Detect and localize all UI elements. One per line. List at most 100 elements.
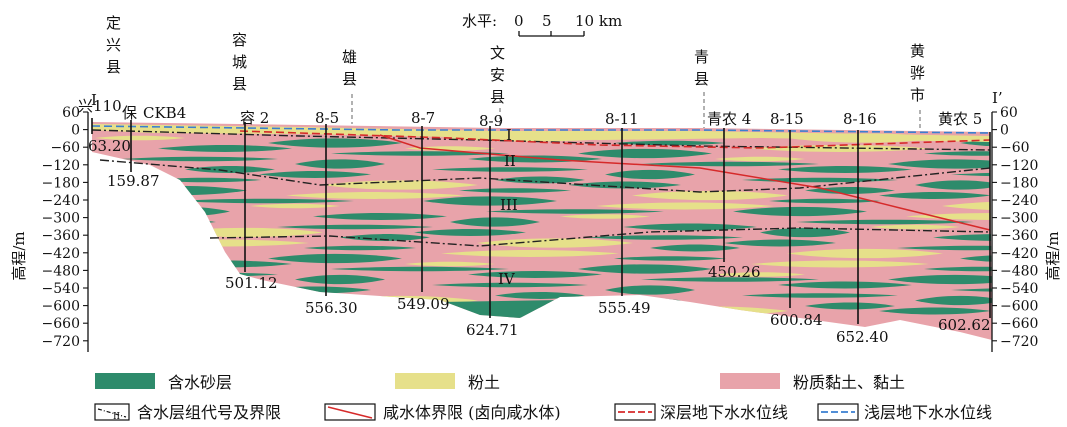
group-II: II: [504, 152, 516, 170]
sand-lens: [915, 180, 992, 190]
legend-swatch-deep: [614, 403, 656, 421]
depth-501: 501.12: [225, 274, 278, 292]
silt-lens: [632, 190, 788, 201]
sand-lens: [432, 167, 588, 172]
depth-556: 556.30: [305, 299, 358, 317]
axis-tick-label: −600: [1000, 299, 1038, 315]
sand-lens: [122, 156, 278, 162]
scale-tick-5: 5: [542, 12, 552, 30]
legend-label-shallow: 浅层地下水水位线: [864, 403, 992, 422]
legend: 含水砂层 粉土 粉质黏土、黏土 II 含水层组代号及界限 咸水体界限 (卤向咸水…: [94, 373, 992, 422]
depth-450: 450.26: [708, 263, 761, 281]
sand-lens: [340, 234, 430, 241]
well-label-8-7: 8-7: [411, 109, 435, 127]
sand-lens: [295, 159, 385, 169]
sand-lens: [888, 274, 992, 285]
sand-lens: [614, 256, 726, 261]
sand-lens: [578, 264, 712, 274]
sand-lens: [468, 271, 602, 278]
sand-lens: [805, 187, 895, 194]
sand-lens: [879, 307, 991, 315]
sand-lens: [641, 277, 819, 282]
legend-swatch-silt: [395, 373, 455, 389]
place-xiong-1: 雄: [342, 48, 357, 66]
sand-lens: [104, 218, 216, 226]
sand-lens: [587, 235, 743, 240]
depth-549: 549.09: [397, 295, 450, 313]
axis-tick-label: 60: [62, 105, 80, 121]
place-names: 定 兴 县 容 城 县 雄 县 文 安 县 青 县 黄 骅 市: [106, 14, 925, 106]
well-label-8-9: 8-9: [479, 112, 503, 130]
place-huanghua-3: 市: [910, 86, 925, 104]
legend-label-silt: 粉土: [468, 373, 500, 392]
sand-lens: [933, 234, 992, 241]
sand-lens: [495, 176, 585, 184]
sand-lens: [185, 166, 275, 173]
axis-tick-label: −360: [42, 228, 80, 244]
sand-lens: [277, 224, 433, 230]
silt-lens: [477, 238, 633, 248]
axis-tick-label: −600: [42, 299, 80, 315]
axis-tick-label: −480: [42, 263, 80, 279]
sand-lens: [879, 192, 991, 199]
place-leaders: [351, 92, 921, 130]
axis-tick-label: −360: [1000, 228, 1038, 244]
place-xiong-2: 县: [342, 70, 357, 88]
place-rongcheng-2: 城: [232, 53, 247, 71]
silt-lens: [751, 260, 929, 268]
section-mark-right: I’: [992, 89, 1003, 107]
depth-63: 63.20: [88, 137, 131, 155]
legend-swatch-clay: [720, 373, 780, 389]
sand-lens: [960, 255, 992, 262]
sand-lens: [760, 227, 850, 238]
legend-label-deep: 深层地下水水位线: [660, 403, 788, 422]
place-rongcheng-1: 容: [232, 31, 247, 49]
sand-lens: [459, 188, 571, 193]
depth-602: 602.62: [938, 316, 991, 334]
left-axis: 60 0−60 −120−180 −240 −300−360 −420−480 −540 −6…: [10, 105, 89, 352]
silt-lens: [870, 224, 960, 230]
sand-lens: [724, 239, 836, 247]
sand-lens: [486, 209, 664, 214]
place-huanghua-1: 黄: [910, 42, 925, 60]
right-axis: 60 0−60 −120−180 −240 −300−360 −420−480 −540 −6…: [991, 105, 1062, 352]
axis-tick-label: −60: [1000, 140, 1030, 156]
depth-555: 555.49: [598, 299, 651, 317]
depth-624: 624.71: [466, 321, 519, 339]
sand-lens: [578, 148, 712, 159]
place-qing-2: 县: [694, 70, 709, 88]
axis-tick-label: −300: [1000, 211, 1038, 227]
boreholes: [91, 118, 991, 324]
shallow-water-line: [91, 125, 991, 134]
sand-lens: [796, 219, 974, 225]
silt-lens: [715, 272, 805, 277]
axis-tick-label: −300: [42, 211, 80, 227]
silt-lens: [441, 250, 619, 257]
sand-lens: [805, 302, 895, 310]
well-label-8-15: 8-15: [770, 110, 804, 128]
axis-tick-label: −540: [42, 281, 80, 297]
scale-bar: 水平: 0 5 10 km: [462, 12, 622, 37]
well-label-8-11: 8-11: [605, 110, 639, 128]
legend-swatch-shallow: [817, 403, 859, 421]
sand-lens: [268, 253, 402, 264]
axis-tick-label: 60: [1000, 105, 1018, 121]
well-label-ckb4: CKB4: [143, 104, 186, 122]
legend-label-saline: 咸水体界限 (卤向咸水体): [383, 403, 561, 422]
silt-lens: [787, 248, 943, 259]
silt-lens: [596, 202, 774, 210]
surface-silt: [92, 124, 990, 142]
axis-tick-label: 0: [71, 123, 80, 139]
axis-tick-label: −180: [1000, 175, 1038, 191]
axis-tick-label: −540: [1000, 281, 1038, 297]
place-wenan-3: 县: [490, 88, 505, 106]
well-label-qingnong4: 青农 4: [707, 110, 751, 128]
place-huanghua-2: 骅: [910, 64, 925, 82]
axis-tick-label: −120: [42, 158, 80, 174]
well-label-rong2: 容 2: [240, 109, 269, 127]
scale-label: 水平:: [462, 12, 497, 30]
place-wenan-1: 文: [490, 44, 505, 62]
sand-lens: [650, 244, 740, 252]
silt-lens: [715, 156, 805, 162]
